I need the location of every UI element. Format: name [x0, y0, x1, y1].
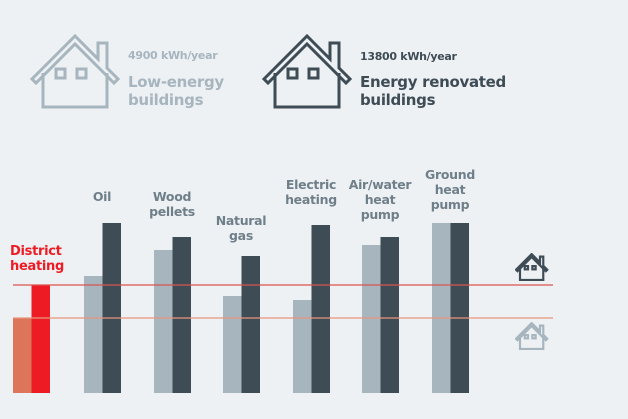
renovated-title-1: Energy renovated: [360, 73, 506, 91]
renovated-house-icon: [262, 33, 353, 109]
category-label-1: Oil: [62, 189, 142, 204]
category-label-6: Ground heat pump: [410, 167, 490, 212]
bar-renovated-0: [31, 285, 50, 393]
category-label-line: pump: [360, 207, 400, 222]
category-label-line: heating: [285, 192, 337, 207]
category-label-line: heat: [364, 192, 396, 207]
bar-renovated-5: [380, 237, 399, 393]
bar-renovated-2: [172, 237, 191, 393]
category-label-line: Electric: [285, 177, 337, 192]
category-label-line: Air/water: [348, 177, 412, 192]
category-label-line: pump: [430, 197, 470, 212]
low-energy-title-1: Low-energy: [128, 73, 224, 91]
category-label-line: District: [10, 244, 62, 259]
category-label-line: heat: [434, 182, 466, 197]
bar-renovated-4: [311, 225, 330, 393]
category-label-line: Oil: [92, 189, 112, 204]
category-label-2: Wood pellets: [132, 189, 212, 219]
category-label-line: pellets: [149, 204, 195, 219]
category-label-5: Air/water heat pump: [340, 177, 420, 222]
bar-renovated-1: [102, 223, 121, 393]
category-label-0: District heating: [10, 244, 90, 274]
low-energy-house-icon: [30, 33, 121, 109]
bar-renovated-3: [241, 256, 260, 393]
bar-low-energy-6: [432, 223, 451, 393]
bar-low-energy-0: [13, 318, 32, 393]
renovated-kwh: 13800 kWh/year: [360, 50, 457, 63]
renovated-small-house-icon: [515, 253, 549, 281]
low-energy-kwh: 4900 kWh/year: [128, 49, 218, 62]
bar-low-energy-2: [154, 250, 173, 393]
category-label-3: Natural gas: [201, 213, 281, 243]
category-label-line: Wood: [152, 189, 192, 204]
bar-low-energy-5: [362, 245, 381, 393]
bar-low-energy-3: [223, 296, 242, 393]
renovated-title-2: buildings: [360, 91, 436, 109]
bar-low-energy-4: [293, 300, 312, 393]
low-energy-small-house-icon: [515, 322, 549, 350]
category-label-line: Natural: [215, 213, 267, 228]
category-label-line: gas: [229, 228, 253, 243]
category-label-line: heating: [10, 259, 64, 274]
low-energy-title-2: buildings: [128, 91, 204, 109]
category-label-line: Ground: [425, 167, 475, 182]
bar-renovated-6: [450, 223, 469, 393]
bar-low-energy-1: [84, 276, 103, 393]
category-label-4: Electric heating: [271, 177, 351, 207]
